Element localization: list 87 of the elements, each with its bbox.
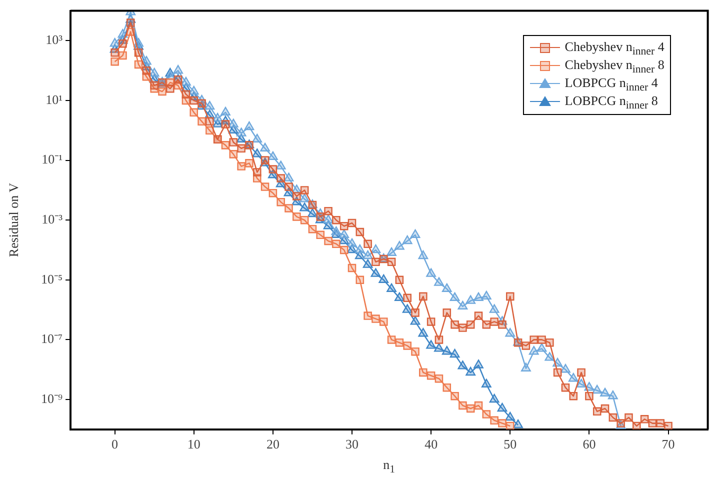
point [292,212,301,221]
point [356,276,364,284]
point [450,392,459,400]
point [268,188,278,198]
point [110,57,119,66]
point [308,224,317,234]
point [245,159,254,168]
point [284,204,293,212]
x-tick-label: 20 [266,436,280,452]
point [394,292,404,301]
point [362,259,373,268]
point [498,419,506,428]
x-tick-label: 40 [424,436,438,452]
point [403,342,412,350]
y-tick-label: 10⁻⁷ [40,331,63,346]
point [316,230,325,240]
point [340,246,348,254]
point [237,162,246,170]
point [513,419,523,428]
point [426,371,436,380]
point [418,328,428,337]
legend-label: Chebyshev n$_{inner}$ 4 [564,38,664,58]
point [466,404,475,413]
point [411,347,420,356]
point [474,401,483,410]
point [419,368,428,377]
point [434,374,444,383]
point [134,60,143,69]
point [497,402,508,412]
point [466,366,476,376]
x-tick-label: 50 [504,436,517,452]
x-axis-title: n$_{1}$ [383,457,396,476]
y-axis-title: Residual on V [6,183,22,258]
point [198,117,206,126]
point [506,422,514,430]
y-tick-label: 10⁻³ [42,212,63,227]
point [229,150,238,158]
point [482,410,491,418]
point [206,126,214,135]
point [481,378,492,388]
point [370,268,381,277]
point [260,182,270,191]
point [434,343,444,352]
point [402,304,412,313]
y-tick-label: 10⁻⁵ [40,271,63,286]
point [378,274,389,283]
point [372,314,380,323]
point [387,336,396,344]
point [395,338,404,347]
point [190,108,198,117]
legend-label: LOBPCG n$_{inner}$ 4 [564,74,658,94]
y-tick-label: 10⁻¹ [42,152,63,167]
point [364,312,372,320]
point [474,360,484,368]
y-tick-label: 10¹ [46,92,63,107]
point [300,202,310,212]
x-tick-label: 30 [346,436,359,452]
legend-label: Chebyshev n$_{inner}$ 8 [564,56,664,76]
x-tick-label: 0 [112,436,118,452]
legend-label: LOBPCG n$_{inner}$ 8 [564,92,658,112]
point [332,240,340,248]
point [221,141,230,150]
point [410,316,420,325]
point [442,346,452,355]
point [450,348,460,358]
point [348,264,356,272]
x-tick-label: 70 [662,436,675,452]
point [276,198,285,206]
point [300,216,309,224]
point [118,51,127,60]
y-tick-label: 10⁻⁹ [40,390,63,406]
x-tick-label: 60 [582,436,596,452]
point [458,401,467,410]
point [386,283,396,292]
point [252,148,262,158]
point [379,318,388,326]
point [458,360,468,370]
y-tick-label: 10³ [46,32,63,48]
point [442,383,452,392]
point [324,236,332,246]
x-tick-label: 10 [187,436,200,452]
point [489,394,500,403]
point [158,87,166,96]
point [490,416,498,425]
point [426,340,436,349]
point [505,412,516,421]
point [308,208,318,218]
